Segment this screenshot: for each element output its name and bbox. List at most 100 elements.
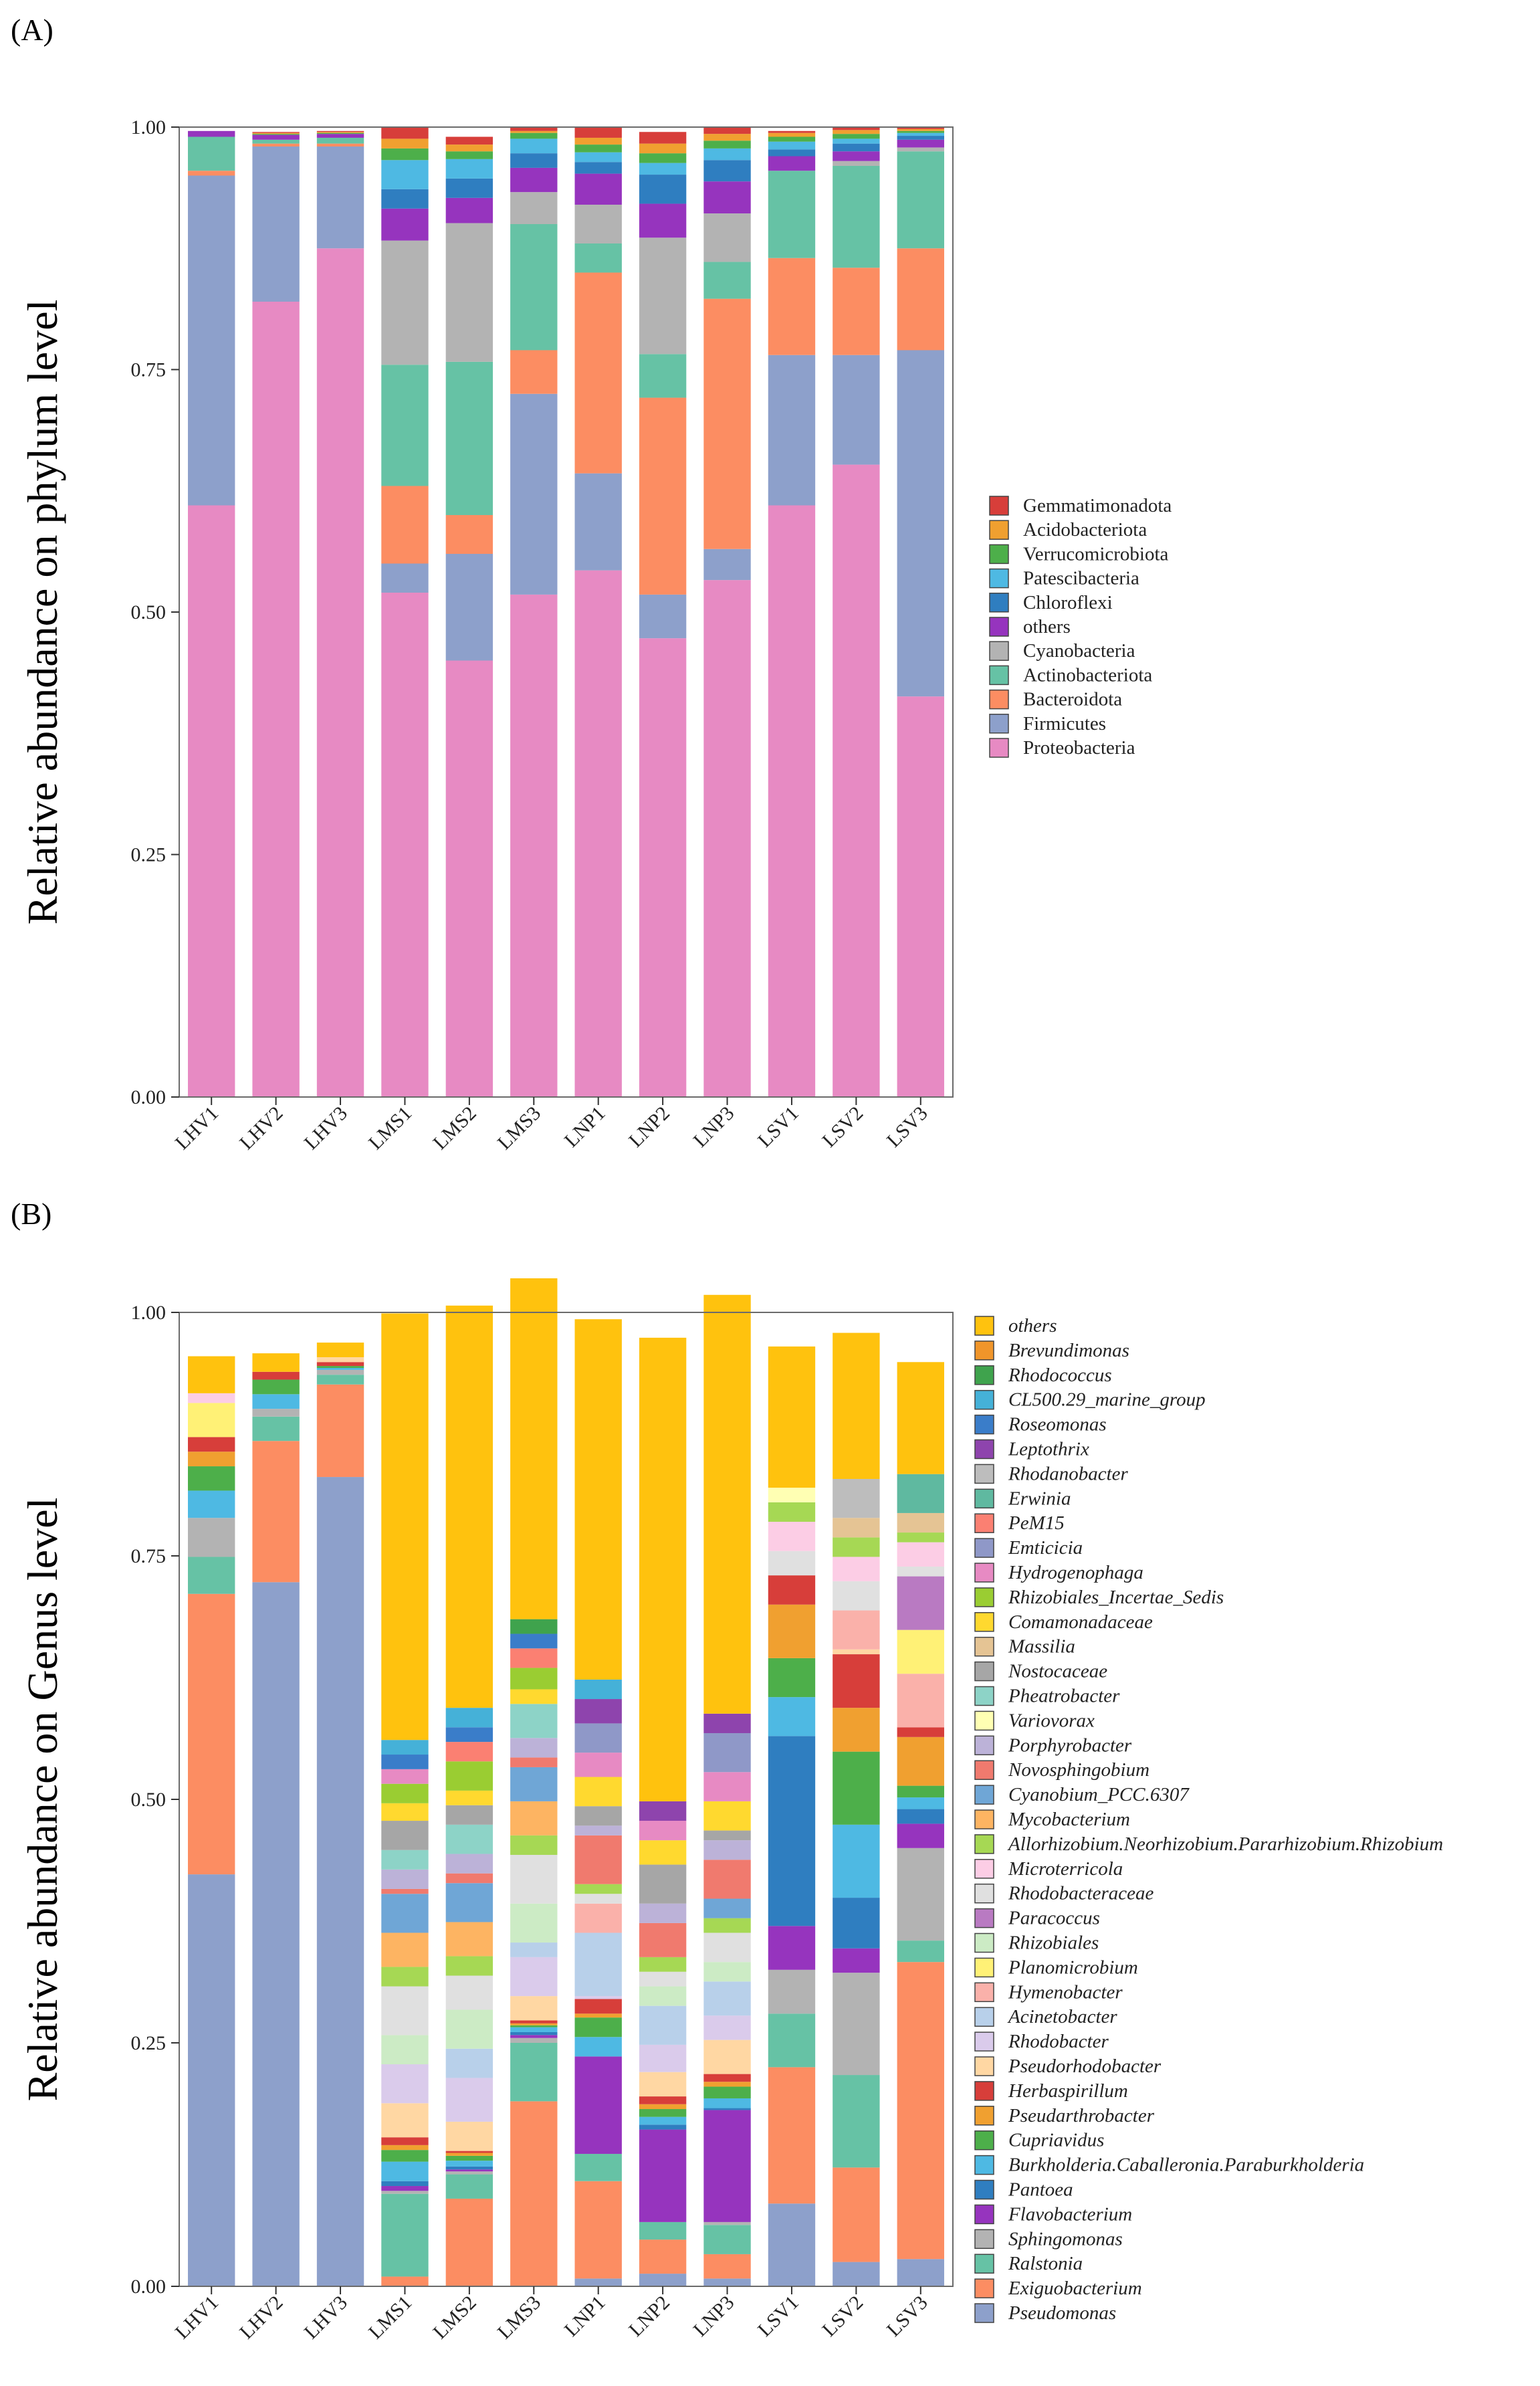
legend-swatch-b	[974, 2031, 994, 2052]
bar-segment-a-lsv3-verrucomicrobiota	[897, 130, 944, 133]
bar-segment-b-lnp1-nostocaceae	[574, 1806, 622, 1826]
bar-segment-b-lnp3-cyanobium-pcc-6307	[703, 1898, 751, 1918]
x-tick-label-b: LMS1	[364, 2292, 417, 2344]
legend-label-b: Rhodanobacter	[1008, 1463, 1129, 1484]
genus-chart: 0.00 0.25 0.50 0.75 1.00 LHV1 LHV2 LHV3 LMS1 LMS2…	[19, 1278, 1443, 2343]
x-tick-label-b: LNP1	[560, 2292, 610, 2341]
y-tick-label-b: 1.00	[131, 1302, 167, 1324]
bar-segment-b-lsv2-burkholderia-caballeronia-paraburkholderia	[833, 1824, 880, 1898]
bar-segment-b-lnp2-herbaspirillum	[639, 2096, 687, 2104]
bar-segment-a-lsv3-patescibacteria	[897, 132, 944, 136]
bar-segment-a-lsv1-acidobacteriota	[768, 132, 816, 137]
bar-segment-b-lsv3-microterricola	[897, 1542, 944, 1567]
bar-segment-b-lms2-mycobacterium	[445, 1922, 493, 1957]
bar-segment-b-lms2-novosphingobium	[445, 1873, 493, 1884]
legend-swatch-b	[974, 1488, 994, 1509]
bar-segment-b-lsv2-hymenobacter	[833, 1610, 880, 1650]
bar-segment-b-lnp2-leptothrix	[639, 1801, 687, 1821]
bar-segment-b-lnp3-comamonadaceae	[703, 1801, 751, 1831]
bar-segment-b-lnp1-rhodobacteraceae	[574, 1894, 622, 1904]
bar-segment-b-lsv1-others	[768, 1346, 816, 1488]
bar-segment-a-lhv3-actinobacteriota	[316, 137, 364, 144]
bar-segment-b-lnp1-emticicia	[574, 1723, 622, 1753]
bar-segment-b-lsv1-sphingomonas	[768, 1969, 816, 2014]
bar-segment-b-lms3-rhizobiales-incertae-sedis	[510, 1668, 558, 1690]
bar-segment-b-lms3-rhodobacter	[510, 1957, 558, 1997]
x-tick-label-b: LSV2	[818, 2292, 867, 2341]
legend-swatch-b	[974, 2130, 994, 2151]
y-axis-label-a: Relative abundance on phylum level	[19, 300, 66, 925]
bar-segment-b-lsv1-exiguobacterium	[768, 2067, 816, 2204]
legend-label-b: Emticicia	[1008, 1537, 1083, 1559]
bar-segment-b-lsv3-hymenobacter	[897, 1674, 944, 1728]
bar-segment-b-lsv3-pantoea	[897, 1809, 944, 1824]
bar-segment-b-lsv2-exiguobacterium	[833, 2167, 880, 2262]
legend-swatch-b	[974, 2081, 994, 2101]
bar-segment-b-lhv1-cupriavidus	[188, 1466, 235, 1491]
bar-segment-a-lnp2-acidobacteriota	[639, 143, 687, 154]
bar-segment-a-lsv1-patescibacteria	[768, 141, 816, 150]
bar-segment-b-lnp3-novosphingobium	[703, 1860, 751, 1899]
legend-label-b: Planomicrobium	[1008, 1957, 1138, 1978]
y-tick-label-a: 0.50	[131, 601, 167, 623]
legend-label-b: Burkholderia.Caballeronia.Paraburkholder…	[1008, 2155, 1364, 2176]
bar-segment-a-lhv2-firmicutes	[252, 146, 300, 302]
bar-segment-a-lnp3-actinobacteriota	[703, 262, 751, 299]
bar-segment-b-lms1-rhodobacteraceae	[381, 1986, 429, 2035]
bar-segment-a-lnp1-bacteroidota	[574, 272, 622, 474]
y-axis-label-b: Relative abundance on Genus level	[19, 1498, 66, 2102]
bar-segment-a-lhv3-firmicutes	[316, 146, 364, 249]
bar-segment-a-lsv1-others	[768, 156, 816, 171]
bar-segment-a-lms2-acidobacteriota	[445, 144, 493, 152]
bar-segment-a-lhv2-bacteroidota	[252, 143, 300, 146]
x-tick-label-b: LHV1	[171, 2292, 223, 2344]
bar-segment-a-lnp1-verrucomicrobiota	[574, 144, 622, 153]
bar-segment-a-lnp3-acidobacteriota	[703, 134, 751, 141]
bar-segment-b-lnp2-exiguobacterium	[639, 2240, 687, 2274]
bar-segment-b-lsv2-others	[833, 1332, 880, 1479]
bar-segment-a-lsv2-others	[833, 151, 880, 161]
bar-segment-a-lms1-bacteroidota	[381, 486, 429, 564]
bar-segment-b-lms3-pseudarthrobacter	[510, 2023, 558, 2025]
bar-segment-b-lms1-allorhizobium-neorhizobium-pararhizobium-rhizobium	[381, 1967, 429, 1987]
bar-segment-b-lnp2-hydrogenophaga	[639, 1821, 687, 1841]
x-tick-label-a: LMS1	[364, 1102, 417, 1155]
phylum-chart: 0.00 0.25 0.50 0.75 1.00 LHV1 LHV2 LHV3 LMS1 LMS2…	[19, 116, 1172, 1154]
bar-segment-a-lms3-firmicutes	[510, 393, 558, 595]
legend-label-b: Paracoccus	[1008, 1908, 1100, 1929]
bar-segment-a-lnp2-patescibacteria	[639, 163, 687, 175]
bar-segment-b-lnp3-emticicia	[703, 1732, 751, 1773]
y-tick-label-a: 0.00	[131, 1086, 167, 1108]
bar-segment-a-lsv2-actinobacteriota	[833, 166, 880, 268]
bar-segment-a-lnp1-proteobacteria	[574, 570, 622, 1097]
bar-segment-a-lnp2-bacteroidota	[639, 397, 687, 595]
bar-segment-b-lms2-flavobacterium	[445, 2169, 493, 2172]
bar-segment-b-lsv3-sphingomonas	[897, 1848, 944, 1941]
bar-segment-b-lsv3-cupriavidus	[897, 1785, 944, 1798]
legend-label-b: Exiguobacterium	[1008, 2278, 1142, 2299]
bar-segment-b-lms2-pseudarthrobacter	[445, 2153, 493, 2156]
bar-segment-b-lms1-cl500-29-marine-group	[381, 1740, 429, 1755]
bar-segment-a-lnp1-patescibacteria	[574, 152, 622, 163]
bar-segment-b-lms1-sphingomonas	[381, 2191, 429, 2194]
bar-segment-a-lsv3-gemmatimonadota	[897, 127, 944, 129]
bar-segment-b-lhv3-herbaspirillum	[316, 1362, 364, 1367]
legend-label-b: Rhodobacteraceae	[1008, 1883, 1154, 1904]
bar-segment-b-lnp3-hydrogenophaga	[703, 1772, 751, 1801]
x-tick-label-a: LSV2	[818, 1102, 867, 1152]
x-tick-label-a: LHV3	[300, 1102, 352, 1155]
legend-label-a: others	[1023, 616, 1071, 637]
bar-segment-b-lhv1-microterricola	[188, 1393, 235, 1403]
bar-segment-b-lms3-pantoea	[510, 2031, 558, 2035]
bar-segment-b-lnp1-hymenobacter	[574, 1903, 622, 1933]
bar-segment-b-lnp2-comamonadaceae	[639, 1840, 687, 1865]
bar-segment-b-lms2-others	[445, 1305, 493, 1708]
bar-segment-b-lms3-others	[510, 1278, 558, 1619]
bar-segment-b-lhv2-sphingomonas	[252, 1409, 300, 1417]
bar-segment-b-lms3-acinetobacter	[510, 1943, 558, 1957]
legend-label-b: Cupriavidus	[1008, 2130, 1104, 2151]
bar-segment-b-lsv2-pseudorhodobacter	[833, 1649, 880, 1655]
bar-segment-a-lms1-verrucomicrobiota	[381, 148, 429, 161]
legend-swatch-b	[974, 1661, 994, 1682]
